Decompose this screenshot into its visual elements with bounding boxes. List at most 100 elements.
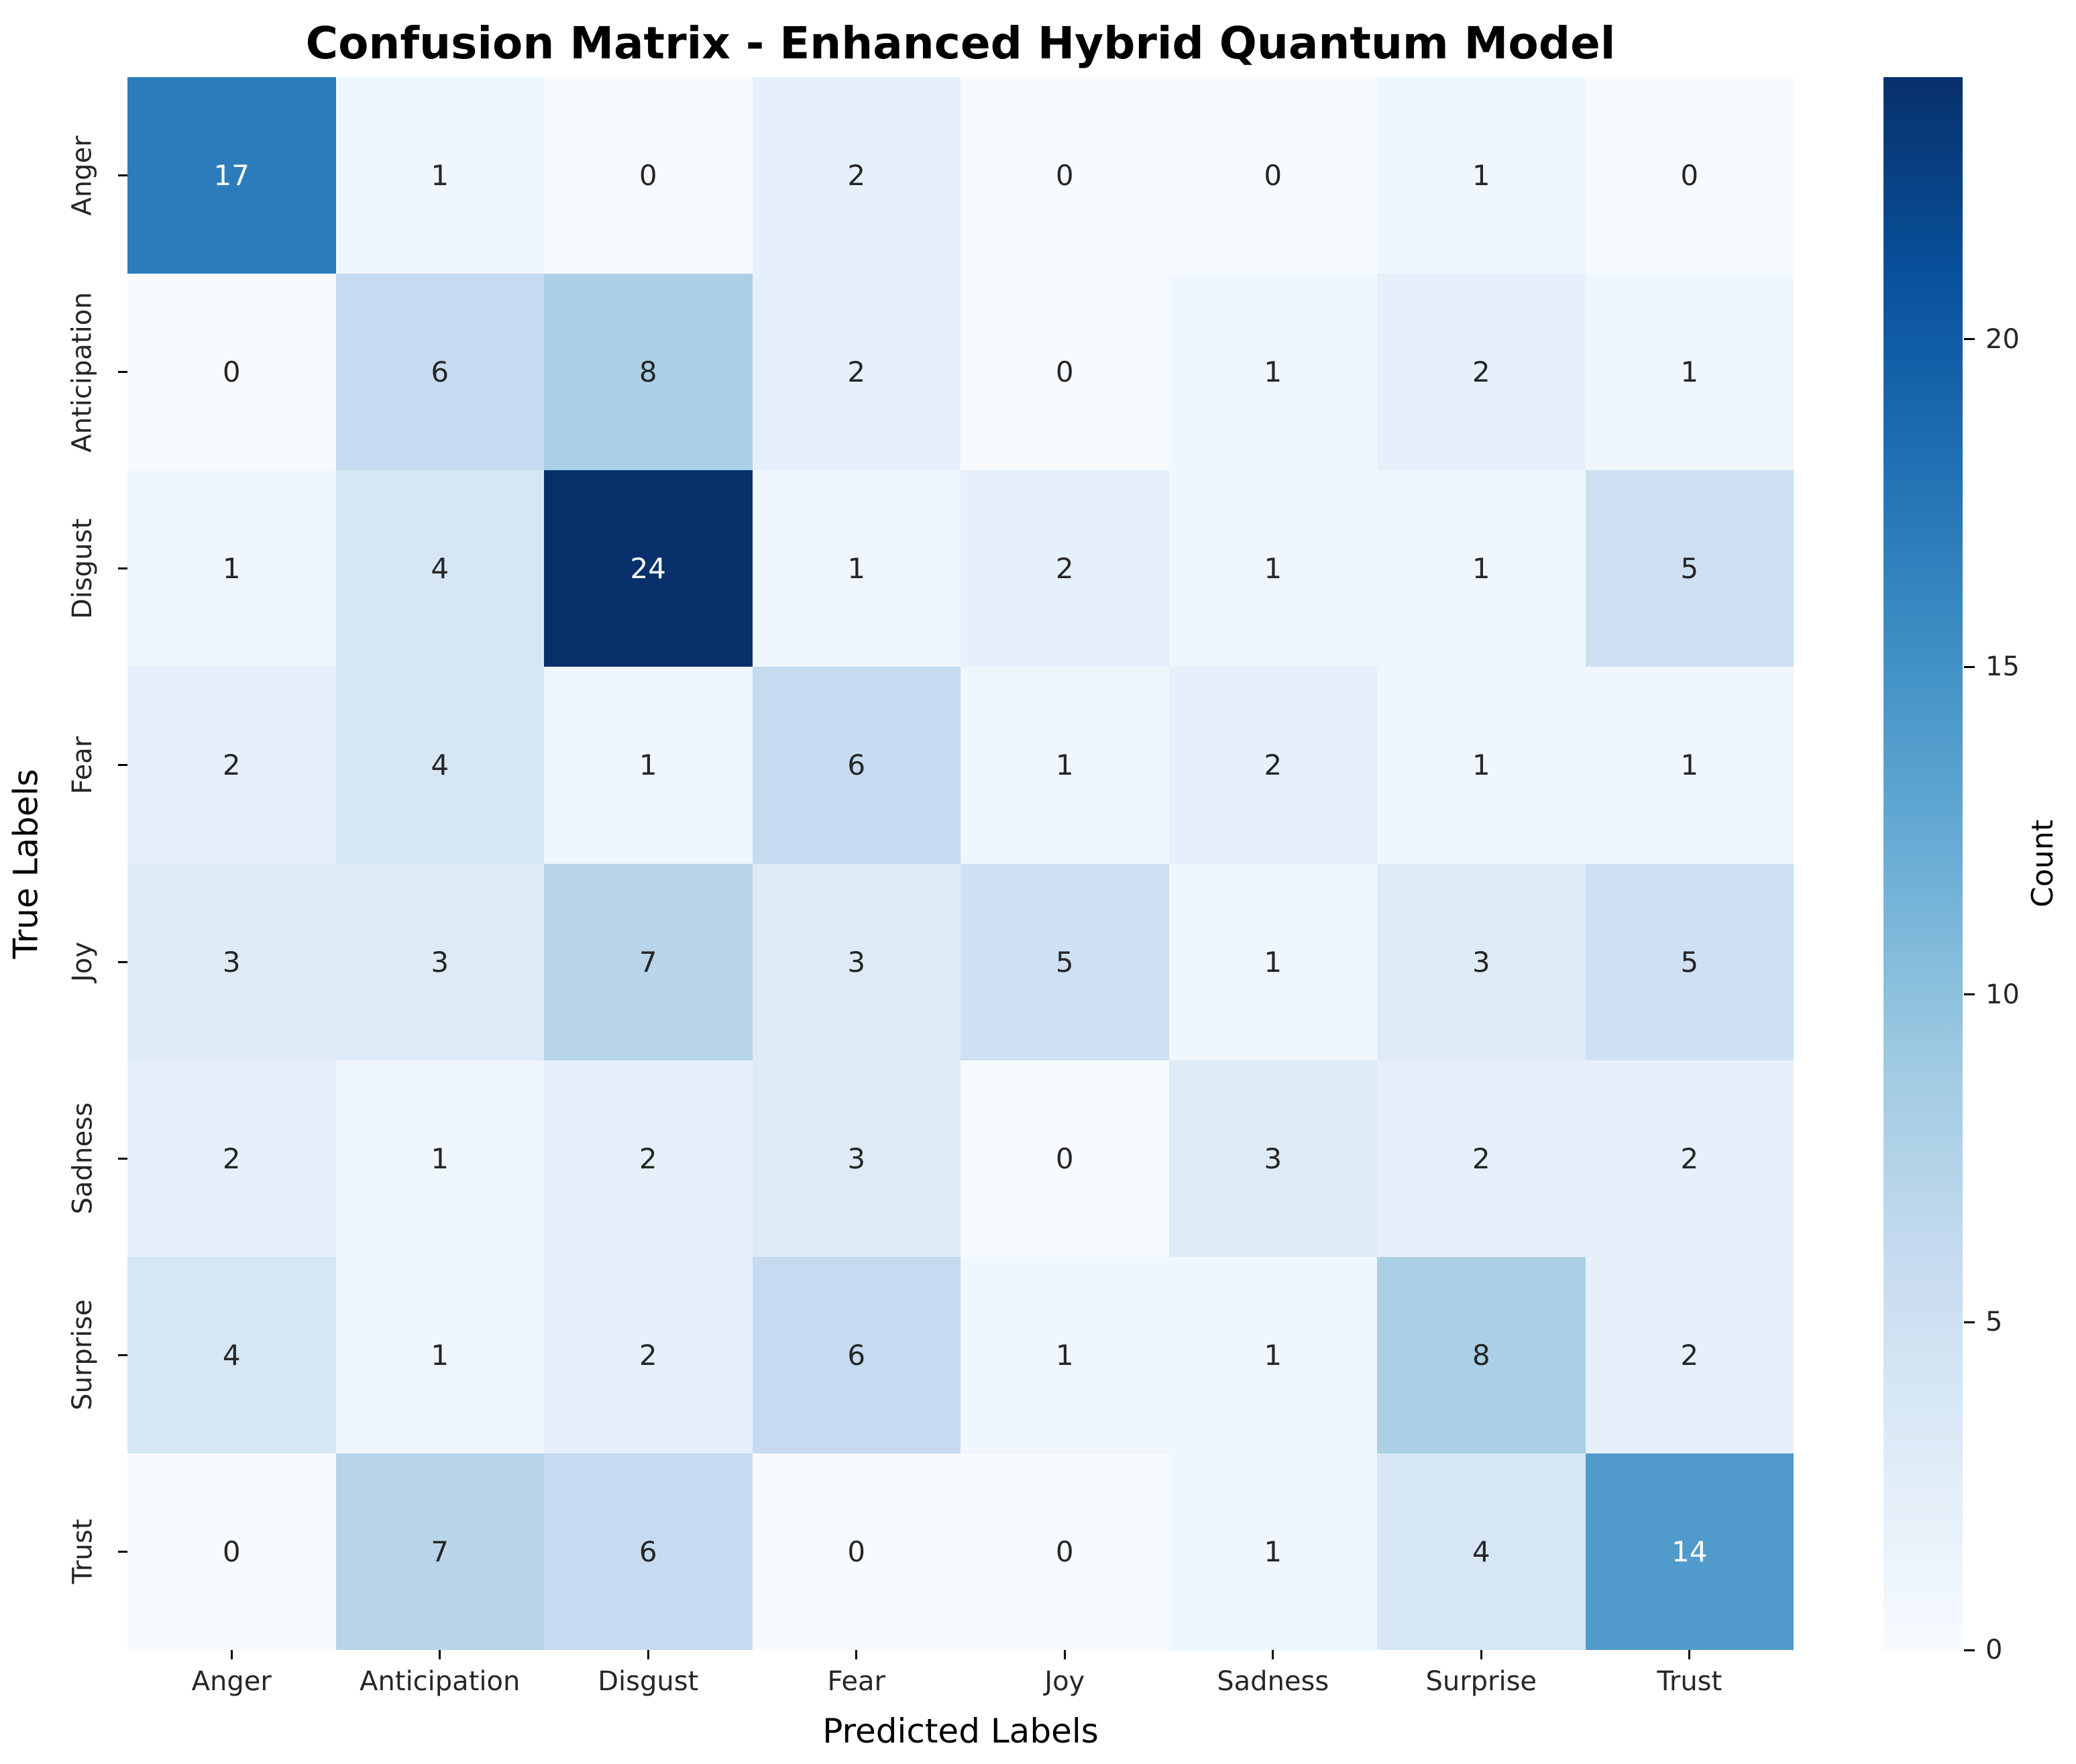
- x-axis-label: Predicted Labels: [822, 1712, 1099, 1751]
- y-axis-label: True Labels: [1, 77, 51, 1650]
- cell-value: 1: [1264, 945, 1282, 979]
- cell-value: 0: [222, 1535, 241, 1568]
- tick-mark: [118, 960, 127, 963]
- cell-value: 1: [639, 749, 657, 782]
- cell-value: 3: [847, 945, 866, 979]
- y-tick-label: Disgust: [52, 470, 113, 667]
- colorbar-tick-label: 0: [1985, 1635, 2003, 1665]
- heatmap-cell: 24: [544, 470, 753, 667]
- heatmap-cell: 1: [1168, 863, 1377, 1060]
- y-tick-label-text: Disgust: [67, 518, 98, 619]
- tick-mark: [118, 371, 127, 374]
- cell-value: 0: [1055, 1535, 1074, 1568]
- tick-mark: [1964, 1649, 1975, 1651]
- tick-mark: [118, 1354, 127, 1356]
- cell-value: 3: [222, 945, 241, 979]
- cell-value: 1: [431, 1338, 449, 1372]
- tick-mark: [1272, 1650, 1274, 1659]
- heatmap-cell: 2: [1377, 1060, 1586, 1257]
- heatmap-cell: 2: [1585, 1256, 1794, 1453]
- heatmap-cell: 1: [1585, 667, 1794, 864]
- heatmap-cell: 2: [752, 77, 961, 274]
- heatmap-cell: 1: [752, 470, 961, 667]
- cell-value: 6: [847, 1338, 866, 1372]
- cell-value: 2: [639, 1142, 657, 1175]
- cell-value: 0: [222, 355, 241, 389]
- cell-value: 0: [639, 159, 657, 192]
- cell-value: 5: [1680, 945, 1699, 979]
- cell-value: 1: [1264, 1535, 1282, 1568]
- cell-value: 0: [1680, 159, 1699, 192]
- heatmap-cell: 2: [127, 1060, 336, 1257]
- tick-mark: [118, 764, 127, 767]
- cell-value: 1: [1264, 1338, 1282, 1372]
- y-tick-label-text: Anger: [67, 135, 99, 216]
- tick-mark: [1964, 993, 1975, 996]
- heatmap-cell: 7: [544, 863, 753, 1060]
- colorbar-label-text: Count: [2025, 820, 2060, 907]
- cell-value: 4: [431, 749, 449, 782]
- heatmap-cell: 0: [127, 274, 336, 471]
- cell-value: 2: [1472, 355, 1490, 389]
- heatmap-cell: 1: [1585, 274, 1794, 471]
- cell-value: 1: [847, 552, 866, 586]
- cell-value: 6: [639, 1535, 657, 1568]
- heatmap-grid: 17 1 0 2 0 0 1 0 0 6 8 2 0 1 2 1 1 4 24 1 2 1 1 5 2 4 1 6 1 2 1 1 3 3 7 3 5 1…: [127, 77, 1794, 1650]
- tick-mark: [230, 1650, 233, 1659]
- heatmap-cell: 3: [1168, 1060, 1377, 1257]
- tick-mark: [1688, 1650, 1691, 1659]
- y-tick-label-text: Fear: [66, 736, 98, 795]
- cell-value: 4: [431, 552, 449, 586]
- cell-value: 0: [1055, 355, 1074, 389]
- heatmap-cell: 5: [1585, 863, 1794, 1060]
- heatmap-cell: 14: [1585, 1453, 1794, 1650]
- heatmap-cell: 1: [1168, 274, 1377, 471]
- heatmap-cell: 6: [752, 1256, 961, 1453]
- cell-value: 4: [222, 1338, 241, 1372]
- heatmap-cell: 2: [961, 470, 1169, 667]
- heatmap-cell: 1: [335, 1060, 544, 1257]
- y-tick-label: Sadness: [52, 1060, 113, 1257]
- heatmap-cell: 1: [961, 1256, 1169, 1453]
- cell-value: 1: [1472, 749, 1490, 782]
- cell-value: 4: [1472, 1535, 1490, 1568]
- heatmap-cell: 5: [961, 863, 1169, 1060]
- y-tick-label: Anger: [52, 77, 113, 274]
- heatmap-cell: 17: [127, 77, 336, 274]
- x-tick-label: Anticipation: [360, 1666, 521, 1697]
- x-tick-label: Joy: [1044, 1666, 1085, 1697]
- heatmap-cell: 2: [127, 667, 336, 864]
- heatmap-cell: 0: [961, 77, 1169, 274]
- heatmap-cell: 0: [961, 274, 1169, 471]
- heatmap-cell: 3: [335, 863, 544, 1060]
- heatmap-cell: 1: [1377, 77, 1586, 274]
- heatmap-cell: 1: [544, 667, 753, 864]
- heatmap-cell: 1: [335, 77, 544, 274]
- cell-value: 1: [1680, 749, 1699, 782]
- cell-value: 0: [1264, 159, 1282, 192]
- y-tick-label: Anticipation: [52, 274, 113, 470]
- heatmap-cell: 0: [544, 77, 753, 274]
- heatmap-cell: 6: [335, 274, 544, 471]
- heatmap-cell: 2: [752, 274, 961, 471]
- heatmap-cell: 3: [752, 1060, 961, 1257]
- y-tick-label-text: Joy: [66, 942, 98, 983]
- cell-value: 2: [222, 749, 241, 782]
- cell-value: 0: [1055, 1142, 1074, 1175]
- heatmap-cell: 0: [961, 1060, 1169, 1257]
- colorbar: [1883, 77, 1963, 1650]
- heatmap-cell: 6: [544, 1453, 753, 1650]
- cell-value: 1: [222, 552, 241, 586]
- y-tick-label: Surprise: [52, 1257, 113, 1453]
- colorbar-label: Count: [2015, 77, 2070, 1650]
- cell-value: 1: [1680, 355, 1699, 389]
- x-tick-label: Disgust: [598, 1666, 699, 1697]
- cell-value: 7: [431, 1535, 449, 1568]
- cell-value: 3: [847, 1142, 866, 1175]
- cell-value: 6: [431, 355, 449, 389]
- heatmap-cell: 4: [335, 470, 544, 667]
- heatmap-cell: 8: [1377, 1256, 1586, 1453]
- heatmap-cell: 5: [1585, 470, 1794, 667]
- x-tick-label: Surprise: [1425, 1666, 1537, 1697]
- cell-value: 5: [1055, 945, 1074, 979]
